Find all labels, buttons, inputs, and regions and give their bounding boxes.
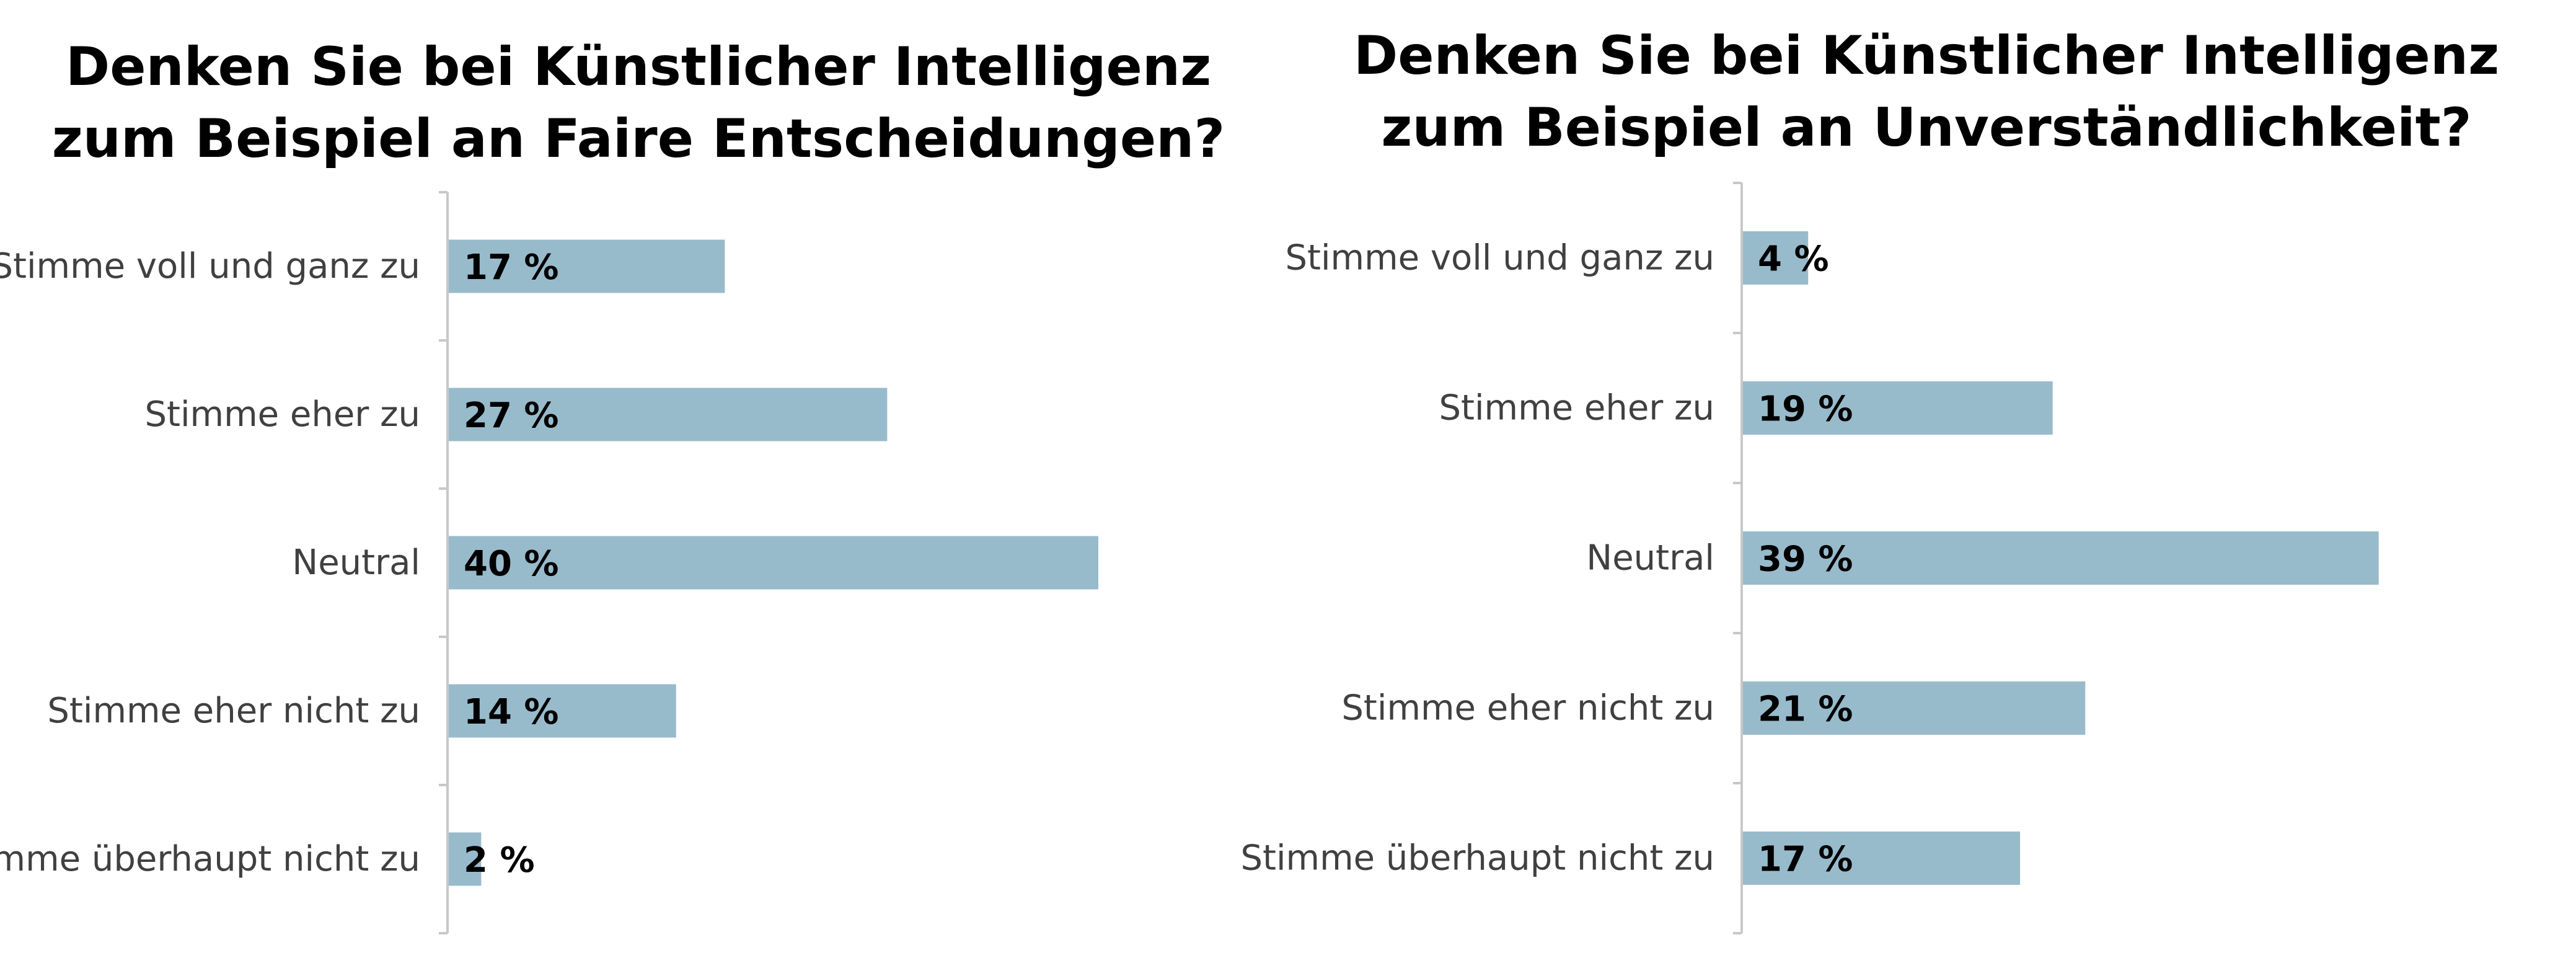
- category-label: Neutral: [292, 543, 420, 583]
- data-label: 17 %: [464, 247, 559, 288]
- category-label: Neutral: [1586, 538, 1714, 579]
- chart-title: Denken Sie bei Künstlicher Intelligenz z…: [1277, 20, 2576, 164]
- data-label: 2 %: [464, 840, 535, 880]
- bar: [1743, 231, 1809, 285]
- bar: [1743, 681, 2086, 735]
- chart-title-line-2: zum Beispiel an Unverständlichkeit?: [1381, 97, 2472, 159]
- bar: [1743, 832, 2021, 885]
- chart-title-line-2: zum Beispiel an Faire Entscheidungen?: [51, 108, 1225, 170]
- bar: [449, 536, 1098, 590]
- data-label: 21 %: [1758, 690, 1853, 730]
- data-label: 19 %: [1758, 389, 1853, 430]
- chart-title: Denken Sie bei Künstlicher Intelligenz z…: [0, 31, 1277, 175]
- data-label: 40 %: [464, 544, 559, 584]
- bar: [449, 684, 676, 738]
- bar: [449, 388, 888, 441]
- data-label: 17 %: [1758, 840, 1853, 880]
- category-label: Stimme eher zu: [144, 394, 420, 435]
- chart-faire-entscheidungen: Denken Sie bei Künstlicher Intelligenz z…: [0, 0, 1277, 958]
- category-label: Stimme eher nicht zu: [47, 691, 420, 731]
- data-label: 39 %: [1758, 539, 1853, 580]
- bar: [449, 239, 725, 293]
- bar: [449, 832, 482, 886]
- bar-chart-plot: Stimme voll und ganz zu 4 % Stimme eher zu…: [1240, 182, 2379, 934]
- data-label: 27 %: [464, 396, 559, 436]
- chart-unverstaendlichkeit: Denken Sie bei Künstlicher Intelligenz z…: [1240, 0, 2576, 958]
- data-label: 14 %: [464, 692, 559, 732]
- chart-title-line-1: Denken Sie bei Künstlicher Intelligenz: [65, 36, 1212, 98]
- category-label: Stimme voll und ganz zu: [0, 246, 420, 286]
- category-label: Stimme voll und ganz zu: [1285, 238, 1714, 278]
- chart-title-line-1: Denken Sie bei Künstlicher Intelligenz: [1353, 25, 2500, 87]
- category-label: Stimme überhaupt nicht zu: [1240, 838, 1714, 879]
- category-label: Stimme eher nicht zu: [1341, 688, 1714, 729]
- bar: [1743, 381, 2053, 435]
- data-label: 4 %: [1758, 239, 1829, 280]
- category-label: Stimme eher zu: [1439, 388, 1714, 428]
- category-label: Stimme überhaupt nicht zu: [0, 839, 420, 879]
- bar: [1743, 531, 2379, 585]
- bar-chart-plot: Stimme voll und ganz zu 17 % Stimme eher z…: [0, 191, 1098, 934]
